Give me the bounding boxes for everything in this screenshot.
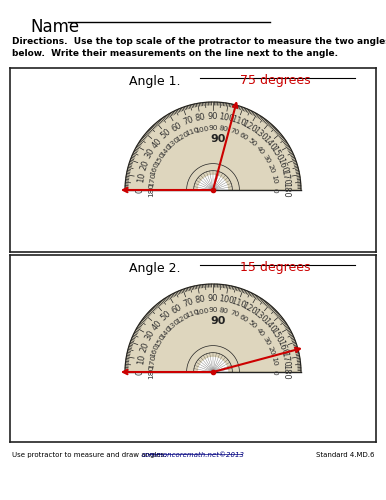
Text: 50: 50 xyxy=(159,310,173,323)
Text: 20: 20 xyxy=(266,346,275,356)
Text: 70: 70 xyxy=(229,310,240,318)
Text: 30: 30 xyxy=(261,336,271,347)
Text: 50: 50 xyxy=(247,320,258,330)
Text: Standard 4.MD.6: Standard 4.MD.6 xyxy=(315,452,374,458)
Text: 180: 180 xyxy=(281,182,291,198)
Text: 80: 80 xyxy=(218,126,229,133)
Text: 90: 90 xyxy=(208,112,218,122)
Text: Use protractor to measure and draw angles.: Use protractor to measure and draw angle… xyxy=(12,452,166,458)
Text: 180: 180 xyxy=(281,364,291,380)
Text: 150: 150 xyxy=(268,144,284,162)
Text: 90: 90 xyxy=(208,126,218,132)
Text: 80: 80 xyxy=(195,112,206,124)
Text: 120: 120 xyxy=(240,301,259,316)
Text: 160: 160 xyxy=(275,338,289,356)
Text: 90: 90 xyxy=(211,316,226,326)
Text: 100: 100 xyxy=(217,294,234,306)
Text: 140: 140 xyxy=(261,134,278,152)
Text: 110: 110 xyxy=(184,127,200,138)
Text: 100: 100 xyxy=(217,112,234,124)
Text: 50: 50 xyxy=(247,138,258,148)
Text: 170: 170 xyxy=(148,354,157,369)
Text: 130: 130 xyxy=(166,318,181,332)
Text: 170: 170 xyxy=(148,172,157,187)
Text: 140: 140 xyxy=(159,325,173,340)
Text: 0: 0 xyxy=(272,188,278,192)
Text: 180: 180 xyxy=(148,183,154,197)
Text: 160: 160 xyxy=(150,344,160,358)
Text: 110: 110 xyxy=(229,296,247,310)
Text: Angle 1.: Angle 1. xyxy=(129,75,181,88)
Text: 40: 40 xyxy=(150,318,164,332)
Text: 90: 90 xyxy=(208,308,218,314)
Text: 140: 140 xyxy=(261,316,278,334)
Text: 100: 100 xyxy=(195,307,210,316)
Text: 170: 170 xyxy=(279,351,291,368)
Text: 10: 10 xyxy=(270,356,278,366)
Text: 30: 30 xyxy=(143,146,156,160)
Text: 40: 40 xyxy=(150,136,164,150)
Text: 110: 110 xyxy=(229,114,247,128)
Text: 60: 60 xyxy=(238,132,249,141)
Text: Directions.  Use the top scale of the protractor to measure the two angles
below: Directions. Use the top scale of the pro… xyxy=(12,37,386,58)
Text: 160: 160 xyxy=(150,162,160,176)
Text: 30: 30 xyxy=(143,328,156,342)
Text: 0: 0 xyxy=(135,370,144,374)
Text: 0: 0 xyxy=(135,188,144,192)
Text: 10: 10 xyxy=(270,174,278,184)
Text: Angle 2.: Angle 2. xyxy=(129,262,181,275)
Text: 10: 10 xyxy=(136,354,146,365)
Text: 70: 70 xyxy=(181,116,195,128)
Text: 20: 20 xyxy=(266,164,275,174)
Text: 150: 150 xyxy=(268,326,284,344)
Text: 140: 140 xyxy=(159,143,173,158)
Text: 40: 40 xyxy=(255,145,266,156)
Text: 150: 150 xyxy=(154,152,166,167)
Polygon shape xyxy=(125,284,301,372)
Text: 20: 20 xyxy=(138,340,151,353)
Text: 120: 120 xyxy=(174,312,190,325)
Text: 75 degrees: 75 degrees xyxy=(240,74,310,87)
Text: 70: 70 xyxy=(181,298,195,310)
Text: Name: Name xyxy=(30,18,79,36)
Text: 70: 70 xyxy=(229,128,240,136)
Text: 0: 0 xyxy=(272,370,278,374)
Text: 90: 90 xyxy=(211,134,226,144)
Text: 10: 10 xyxy=(136,172,146,183)
Text: commoncoremath.net©2013: commoncoremath.net©2013 xyxy=(142,452,244,458)
Text: 60: 60 xyxy=(238,314,249,324)
Text: 60: 60 xyxy=(170,120,183,133)
Text: 15 degrees: 15 degrees xyxy=(240,261,310,274)
Text: 180: 180 xyxy=(148,365,154,379)
Text: 170: 170 xyxy=(279,169,291,186)
Text: 150: 150 xyxy=(154,334,166,349)
Text: 50: 50 xyxy=(159,128,173,141)
Text: 30: 30 xyxy=(261,154,271,165)
Text: 60: 60 xyxy=(170,302,183,315)
Text: 20: 20 xyxy=(138,158,151,172)
Text: 40: 40 xyxy=(255,327,266,338)
Text: 100: 100 xyxy=(195,125,210,134)
Polygon shape xyxy=(125,102,301,190)
Text: 80: 80 xyxy=(195,294,206,306)
Text: 130: 130 xyxy=(166,136,181,149)
Text: 130: 130 xyxy=(251,126,269,142)
Text: 110: 110 xyxy=(184,309,200,320)
Text: 120: 120 xyxy=(240,119,259,134)
Text: 80: 80 xyxy=(218,308,229,315)
Text: 120: 120 xyxy=(174,130,190,143)
Text: 130: 130 xyxy=(251,308,269,324)
Text: 90: 90 xyxy=(208,294,218,304)
Text: 160: 160 xyxy=(275,156,289,174)
